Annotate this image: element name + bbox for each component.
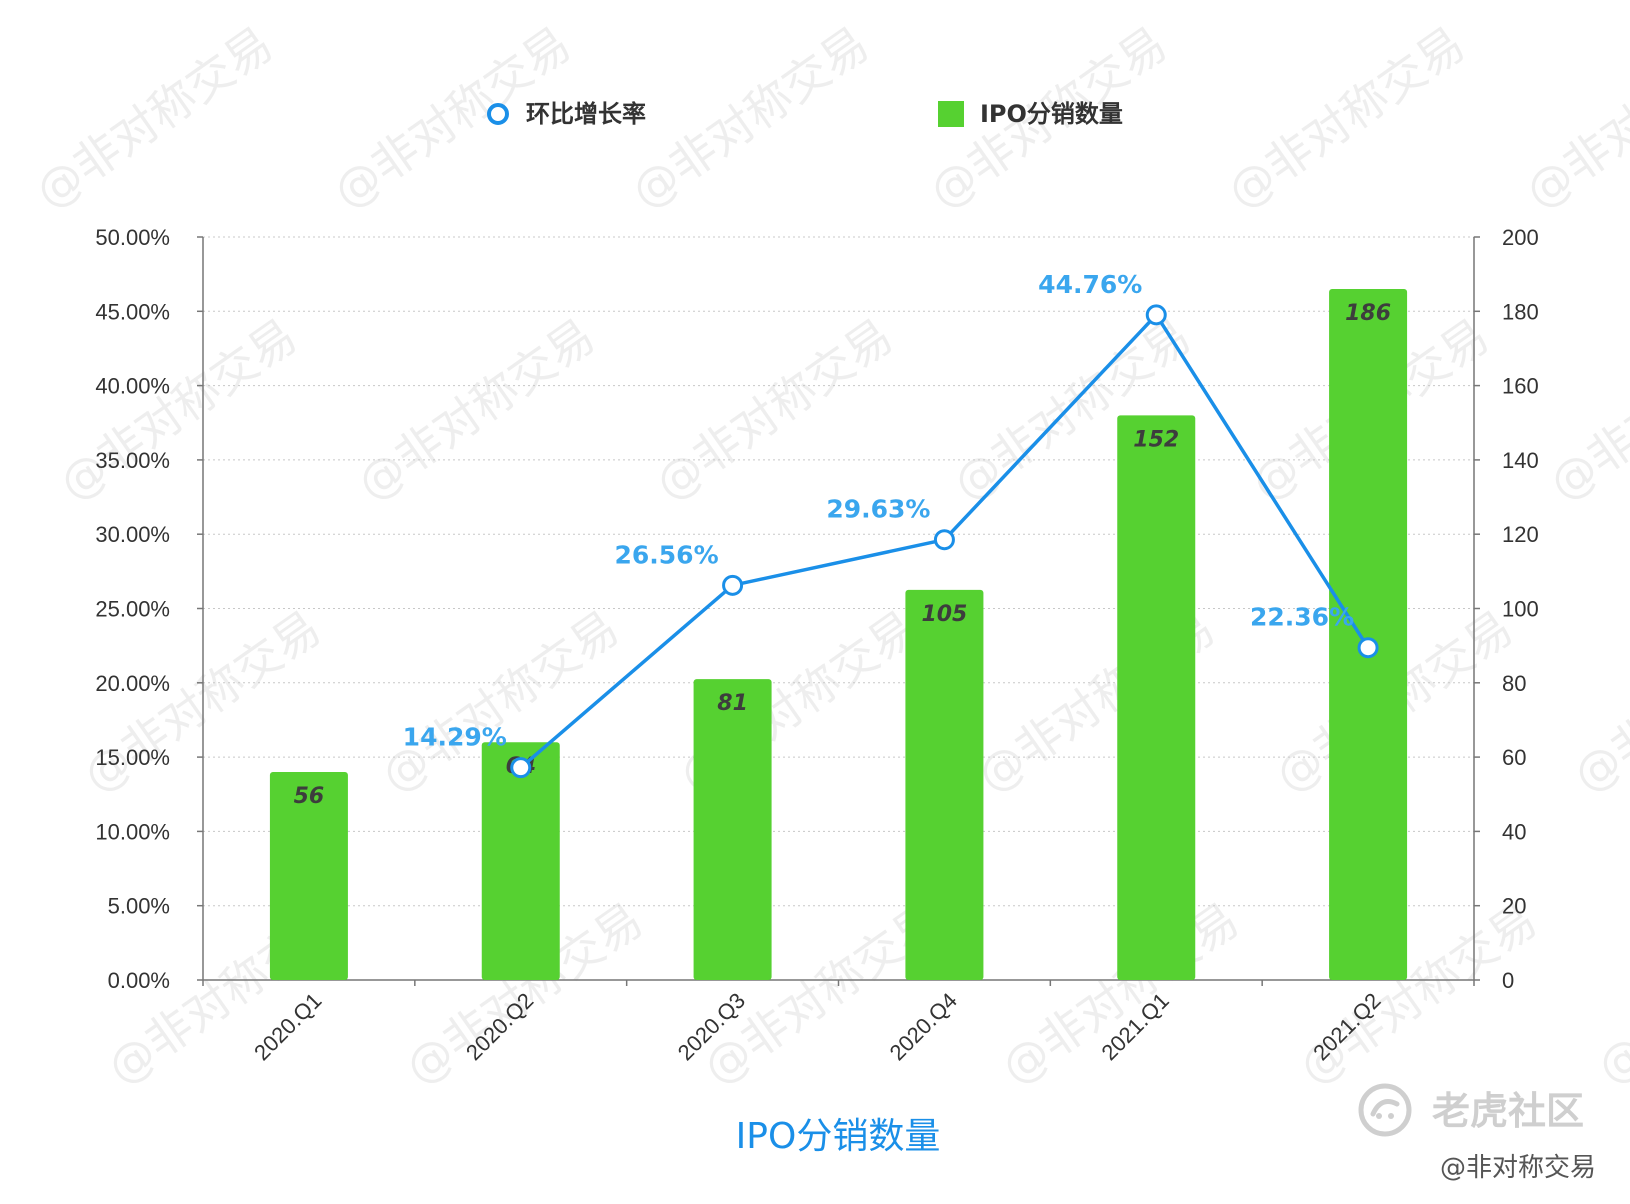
axes (197, 236, 1480, 986)
watermark-text: @非对称交易 (1539, 308, 1630, 511)
watermark-text: @非对称交易 (621, 16, 878, 219)
watermark-text: @非对称交易 (1289, 892, 1546, 1095)
right-axis-tick-label: 180 (1502, 299, 1539, 324)
right-axis-tick-label: 0 (1502, 968, 1514, 993)
left-axis-tick-label: 25.00% (95, 597, 170, 622)
line-point (722, 574, 744, 596)
grid-lines (203, 236, 1474, 907)
left-axis-tick-label: 20.00% (95, 671, 170, 696)
left-axis-tick-label: 50.00% (95, 225, 170, 250)
watermark-text: @非对称交易 (645, 308, 902, 511)
legend: 环比增长率 IPO分销数量 (487, 100, 1123, 128)
left-axis-tick-label: 45.00% (95, 299, 170, 324)
legend-square-icon (938, 101, 964, 127)
bar-data-label: 186 (1345, 301, 1391, 326)
left-axis-tick-label: 30.00% (95, 522, 170, 547)
legend-label-growth: 环比增长率 (526, 100, 646, 128)
line-data-label: 26.56% (615, 540, 719, 569)
bar-data-labels: 566481105152186 (294, 301, 1391, 809)
watermark-text: @非对称交易 (1563, 600, 1630, 803)
bar-series (269, 289, 1408, 980)
line-point (1357, 637, 1379, 659)
brand-logo: 老虎社区 (1358, 1083, 1584, 1137)
x-axis-title: IPO分销数量 (736, 1116, 941, 1157)
right-axis-tick-label: 140 (1502, 448, 1539, 473)
right-axis-tick-label: 120 (1502, 522, 1539, 547)
bar (1329, 289, 1408, 980)
left-axis-ticks: 0.00% 5.00% 10.00% 15.00% 20.00% 25.00% 30.00%… (95, 225, 170, 993)
line-data-label: 22.36% (1250, 603, 1354, 632)
watermark-text: @非对称交易 (25, 16, 282, 219)
bar (905, 589, 984, 980)
left-axis-tick-label: 10.00% (95, 819, 170, 844)
left-axis-tick-label: 0.00% (108, 968, 170, 993)
bar (1117, 415, 1196, 980)
watermark-text: @非对称交易 (49, 308, 306, 511)
right-axis-tick-label: 20 (1502, 894, 1526, 919)
line-data-label: 29.63% (826, 495, 930, 524)
right-axis-ticks: 0 20 40 60 80 100 120 140 160 180 200 (1502, 225, 1539, 993)
bar (693, 679, 772, 980)
bar (269, 771, 348, 980)
bar (481, 742, 560, 980)
right-axis-tick-label: 200 (1502, 225, 1539, 250)
line-series (510, 304, 1379, 779)
left-axis-tick-label: 35.00% (95, 448, 170, 473)
bar-data-label: 56 (294, 784, 325, 809)
right-axis-tick-label: 60 (1502, 745, 1526, 770)
brand-handle: @非对称交易 (1440, 1153, 1596, 1183)
left-axis-tick-label: 5.00% (108, 894, 170, 919)
line-point (933, 529, 955, 551)
left-axis-tick-label: 40.00% (95, 374, 170, 399)
line-data-label: 14.29% (403, 723, 507, 752)
watermark-text: @非对称交易 (347, 308, 604, 511)
tiger-logo-icon (1358, 1083, 1412, 1137)
line-point (510, 757, 532, 779)
line-data-label: 44.76% (1038, 270, 1142, 299)
bar-data-label: 81 (717, 691, 748, 716)
right-axis-tick-label: 80 (1502, 671, 1526, 696)
line-data-labels: 14.29% 26.56% 29.63% 44.76% 22.36% (403, 270, 1354, 752)
right-axis-tick-label: 40 (1502, 819, 1526, 844)
x-axis-tick-label: 2020.Q4 (885, 988, 962, 1065)
legend-circle-icon (487, 103, 509, 125)
brand-logo-text: 老虎社区 (1432, 1089, 1584, 1133)
bar-data-label: 152 (1133, 427, 1179, 452)
line-point (1145, 304, 1167, 326)
watermark-text: @非对称交易 (1587, 892, 1630, 1095)
watermark-text: @非对称交易 (1217, 16, 1474, 219)
watermark-text: @非对称交易 (1515, 16, 1630, 219)
bar-data-label: 105 (921, 602, 967, 627)
left-axis-tick-label: 15.00% (95, 745, 170, 770)
legend-label-ipo: IPO分销数量 (980, 100, 1123, 128)
right-axis-tick-label: 160 (1502, 374, 1539, 399)
right-axis-tick-label: 100 (1502, 597, 1539, 622)
